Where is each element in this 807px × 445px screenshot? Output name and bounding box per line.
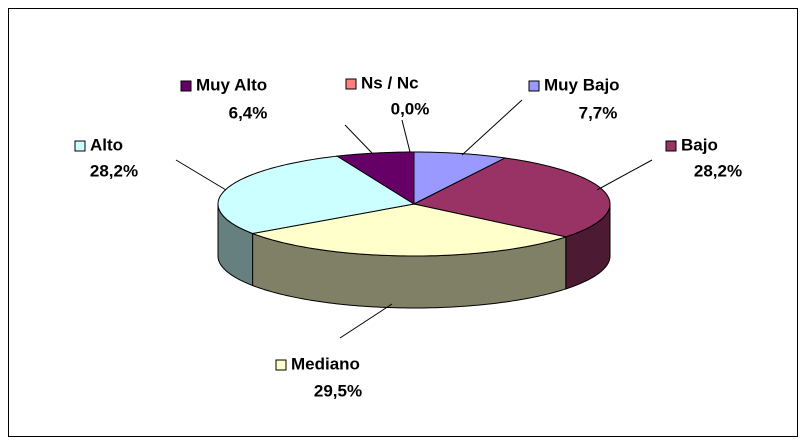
value-label: 28,2% <box>90 161 138 180</box>
category-label: Muy Alto <box>196 75 267 94</box>
leader-line <box>344 124 373 154</box>
slice <box>413 151 507 205</box>
category-label: Muy Bajo <box>544 75 620 94</box>
value-label: 29,5% <box>314 381 362 400</box>
category-label: Mediano <box>291 354 360 373</box>
leader-line <box>596 159 653 191</box>
category-label: Ns / Nc <box>361 73 419 92</box>
legend-key <box>528 80 540 92</box>
category-label: Alto <box>90 135 123 154</box>
slice <box>412 157 611 238</box>
value-label: 6,4% <box>229 103 268 122</box>
legend-key <box>180 80 192 92</box>
legend-key <box>275 359 287 371</box>
leader-line <box>401 119 411 153</box>
legend-key <box>665 140 677 152</box>
leader-line <box>175 159 227 191</box>
legend-key <box>345 78 357 90</box>
value-label: 7,7% <box>579 103 618 122</box>
leader-line <box>461 99 523 156</box>
leader-line <box>339 303 393 339</box>
value-label: 0,0% <box>391 99 430 118</box>
slice <box>335 151 415 205</box>
slice <box>250 203 568 257</box>
legend-key <box>74 140 86 152</box>
category-label: Bajo <box>681 135 718 154</box>
value-label: 28,2% <box>694 161 742 180</box>
